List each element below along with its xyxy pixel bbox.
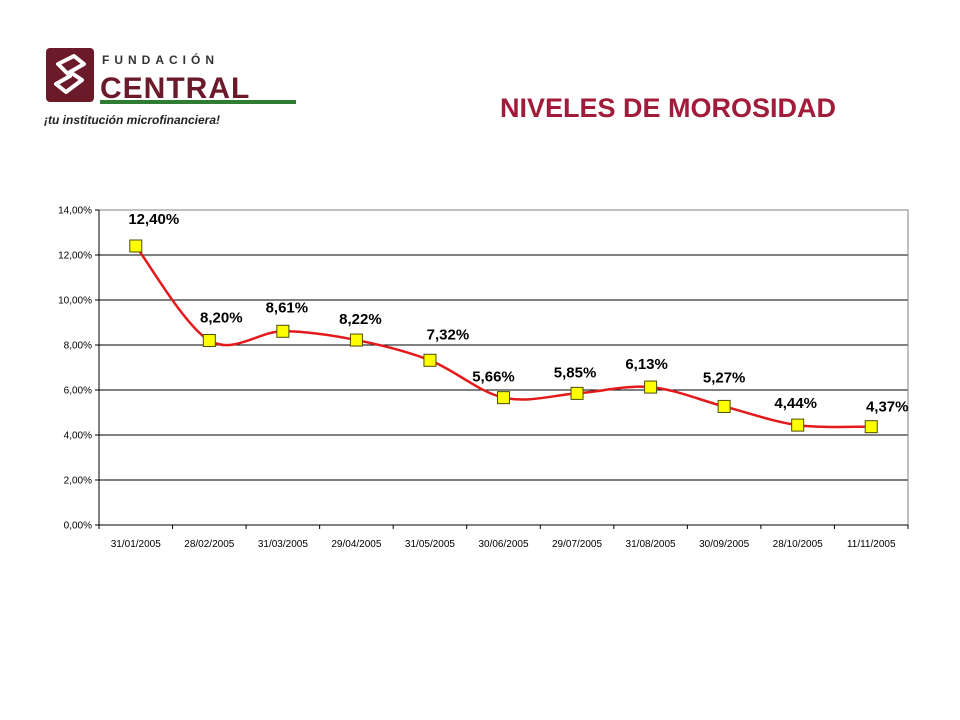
logo-tagline: ¡tu institución microfinanciera! (44, 113, 220, 127)
x-tick-label: 11/11/2005 (847, 539, 896, 550)
y-tick-label: 10,00% (58, 296, 92, 307)
y-tick-label: 14,00% (58, 206, 92, 217)
data-point (276, 324, 290, 338)
y-tick-label: 8,00% (64, 341, 92, 352)
data-point (423, 353, 437, 367)
logo-s-mark (54, 54, 86, 94)
data-point (864, 420, 878, 434)
data-point (570, 386, 584, 400)
data-point (349, 333, 363, 347)
x-tick-label: 31/01/2005 (111, 539, 161, 550)
data-label: 5,85% (554, 364, 597, 381)
x-tick-label: 31/03/2005 (258, 539, 308, 550)
data-point (497, 391, 510, 405)
data-label: 4,44% (774, 395, 817, 412)
data-point (129, 239, 143, 253)
y-tick-label: 4,00% (64, 431, 92, 442)
fundacion-central-logo: FUNDACIÓN CENTRAL ¡tu institución microf… (44, 48, 296, 127)
x-tick-label: 31/08/2005 (626, 539, 676, 550)
data-label: 12,40% (128, 211, 179, 228)
data-point (202, 334, 216, 347)
logo-green-bar (100, 100, 296, 104)
x-axis: 31/01/2005 28/02/2005 31/03/2005 29/04/2005… (98, 524, 909, 550)
y-tick-label: 0,00% (64, 521, 92, 532)
logo-top-text: FUNDACIÓN (102, 52, 219, 67)
data-label: 5,27% (703, 369, 746, 386)
data-label: 7,32% (427, 326, 470, 343)
logo-main-text: CENTRAL (100, 72, 250, 105)
y-tick-label: 6,00% (64, 386, 92, 397)
data-label: 8,20% (200, 310, 243, 327)
x-tick-label: 29/04/2005 (331, 539, 381, 550)
y-tick-label: 2,00% (64, 476, 92, 487)
grid-lines (99, 209, 908, 481)
series-line (134, 245, 872, 429)
data-label: 5,66% (472, 369, 515, 386)
x-tick-label: 31/05/2005 (405, 539, 455, 550)
x-tick-label: 28/02/2005 (184, 539, 234, 550)
data-label: 4,37% (866, 399, 909, 416)
data-label: 8,22% (339, 311, 382, 328)
plot-area-border (98, 209, 909, 526)
data-point (791, 418, 805, 432)
y-tick-label: 12,00% (58, 251, 92, 262)
data-markers (129, 239, 878, 434)
x-tick-label: 30/06/2005 (478, 539, 528, 550)
page-title: NIVELES DE MOROSIDAD (500, 93, 837, 123)
data-point (644, 380, 658, 394)
data-label: 8,61% (266, 299, 309, 316)
data-label: 6,13% (625, 356, 668, 373)
data-point (717, 399, 731, 413)
y-axis: 0,00% 2,00% 4,00% 6,00% 8,00% 10,00% 12,00% 14,… (58, 206, 100, 532)
x-tick-label: 30/09/2005 (699, 539, 749, 550)
x-tick-label: 28/10/2005 (773, 539, 823, 550)
data-labels: 12,40% 8,20% 8,61% 8,22% 7,32% 5,66% 5,85% 6,13… (128, 211, 908, 416)
x-tick-label: 29/07/2005 (552, 539, 602, 550)
